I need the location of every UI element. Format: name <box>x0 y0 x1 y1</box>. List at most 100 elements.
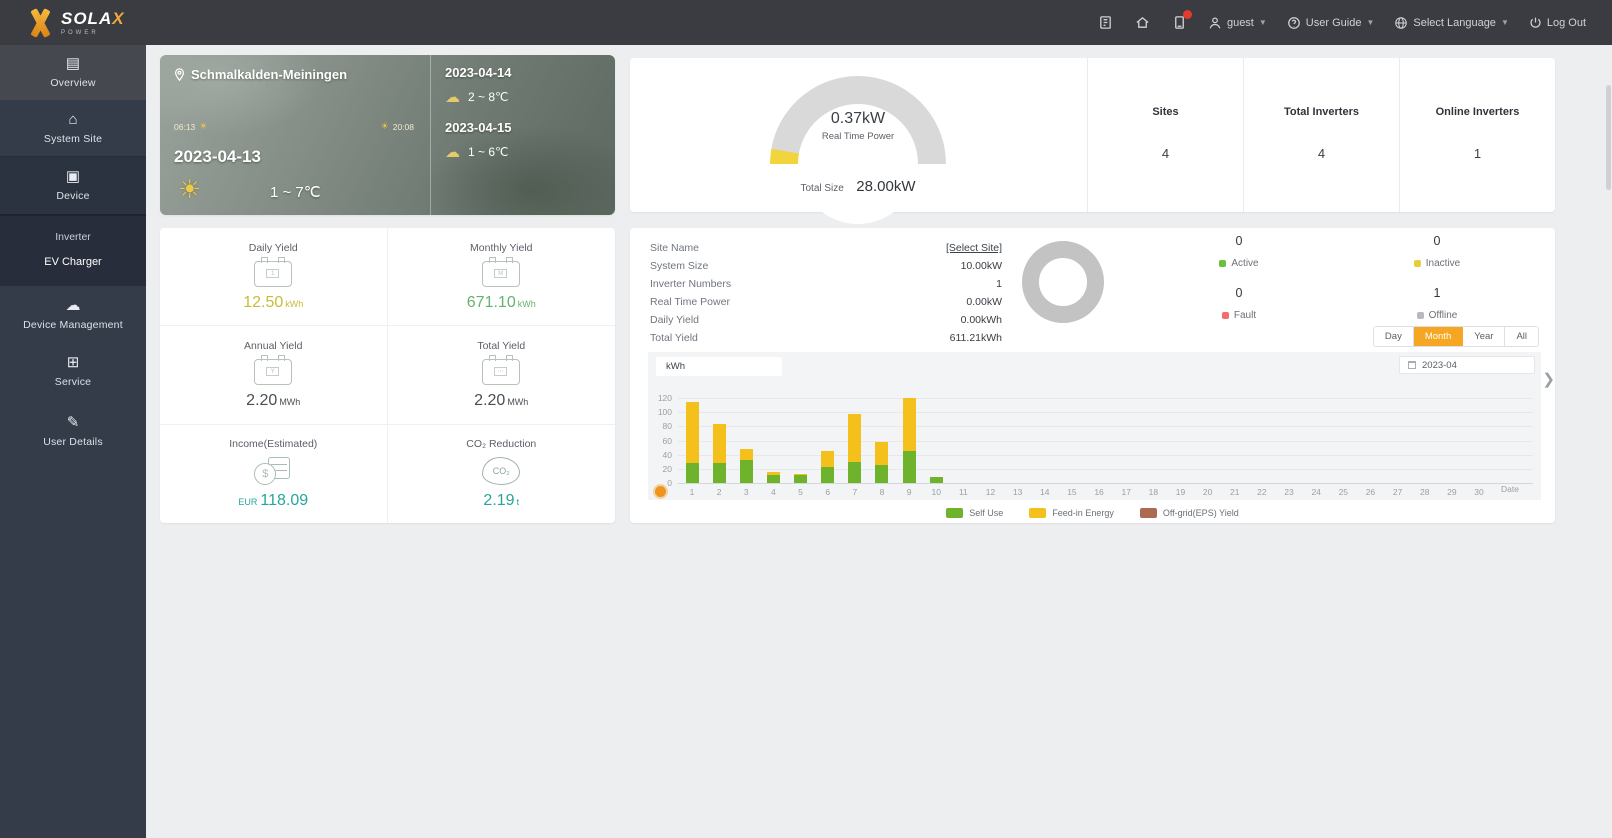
gridline <box>678 454 1533 456</box>
x-axis-tick: 1 <box>689 487 695 497</box>
tab-month[interactable]: Month <box>1413 327 1464 346</box>
sidebar-item-user-details[interactable]: ✎ User Details <box>43 413 103 448</box>
bar-segment <box>685 463 699 483</box>
x-axis-label: Date <box>1501 484 1519 494</box>
y-axis-tick: 120 <box>657 393 672 403</box>
brand-subtitle: POWER <box>61 29 99 36</box>
x-axis-tick: 9 <box>906 487 912 497</box>
submenu-item-inverter[interactable]: Inverter <box>55 230 91 243</box>
org-icon[interactable] <box>1097 14 1114 31</box>
gridline <box>678 468 1533 470</box>
bar-segment <box>712 463 726 483</box>
sidebar-item-device[interactable]: ▣ Device <box>0 156 146 216</box>
weather-location: Schmalkalden-Meiningen <box>191 67 348 82</box>
x-axis-tick: 24 <box>1311 487 1321 497</box>
legend-label: Off-grid(EPS) Yield <box>1162 508 1239 518</box>
brand-name: SOLAX <box>61 8 125 28</box>
user-menu[interactable]: guest ▼ <box>1208 16 1267 30</box>
x-axis-tick: 27 <box>1392 487 1403 497</box>
stat-sites: Sites 4 <box>1087 58 1243 212</box>
scrollbar-thumb[interactable] <box>1606 85 1611 190</box>
sidebar-item-system-site[interactable]: ⌂ System Site <box>43 110 103 145</box>
x-axis-tick: 18 <box>1148 487 1159 497</box>
stat-total-inverters: Total Inverters 4 <box>1243 58 1399 212</box>
y-axis-tick: 40 <box>662 449 672 460</box>
logout-label: Log Out <box>1546 16 1586 29</box>
legend-item[interactable]: Self Use <box>946 508 1003 518</box>
user-details-icon: ✎ <box>66 413 80 431</box>
x-axis-tick: 11 <box>958 487 968 497</box>
weather-today-date: 2023-04-13 <box>174 147 261 166</box>
total-size-value: 28.00kW <box>856 178 916 195</box>
tab-year[interactable]: Year <box>1463 327 1506 346</box>
bar-segment <box>712 423 726 464</box>
inactive-dot <box>1413 260 1421 267</box>
sidebar-item-overview[interactable]: ▤ Overview <box>0 45 146 100</box>
chevron-down-icon: ▼ <box>1500 18 1509 27</box>
home-icon[interactable] <box>1134 14 1151 31</box>
carousel-next-icon[interactable]: ❯ <box>1542 371 1555 388</box>
calendar-icon: M <box>482 256 521 287</box>
legend-item[interactable]: Feed-in Energy <box>1029 508 1114 518</box>
bar-segment <box>766 474 780 483</box>
status-grid: 0 Active 0 Inactive 0 Fault 1 Offline <box>1140 234 1536 324</box>
brand-logo: SOLAX POWER <box>26 7 125 38</box>
stat-online-inverters: Online Inverters 1 <box>1399 58 1555 212</box>
sunrise-icon: ☀ <box>199 121 208 131</box>
fault-dot <box>1221 312 1229 319</box>
site-overview-card: Site Name [Select Site] System Size 10.00k… <box>630 228 1555 523</box>
x-axis-tick: 8 <box>879 487 885 497</box>
bar-segment <box>794 475 808 483</box>
x-axis-tick: 4 <box>771 487 776 497</box>
legend-label: Feed-in Energy <box>1052 508 1114 518</box>
x-axis-tick: 16 <box>1094 487 1104 497</box>
notification-icon[interactable] <box>1171 10 1192 31</box>
x-axis-tick: 23 <box>1284 487 1294 497</box>
bar-segment <box>794 473 808 476</box>
x-axis-tick: 3 <box>743 487 749 497</box>
y-axis-tick: 60 <box>662 435 672 446</box>
y-axis-tick: 80 <box>662 421 672 432</box>
select-site-link[interactable]: [Select Site] <box>945 242 1002 254</box>
user-guide-menu[interactable]: User Guide ▼ <box>1287 16 1374 30</box>
sidebar-item-device-management[interactable]: ☁ Device Management <box>23 296 123 331</box>
legend-swatch <box>946 508 964 518</box>
co2-cloud-icon: CO₂ <box>482 456 521 485</box>
sidebar: ▤ Overview ⌂ System Site ▣ Device Invert… <box>0 45 146 838</box>
yield-bar-chart: kWh 2023-04 0 20 40 60 80 100 120 1 2 3 4 5 6 7 8 9 10 11… <box>648 352 1541 500</box>
x-axis-tick: 22 <box>1257 487 1267 497</box>
logout-button[interactable]: Log Out <box>1529 16 1586 29</box>
gridline <box>678 412 1533 414</box>
income-coins-icon: $ <box>254 456 292 485</box>
sunset-time: 20:08 <box>392 121 414 132</box>
bar-segment <box>821 451 835 468</box>
chart-legend: Self Use Feed-in Energy Off-grid(EPS) Yiel… <box>630 508 1555 518</box>
weather-today-icon: ☀ <box>178 174 202 204</box>
y-axis-tick: 100 <box>657 407 672 418</box>
submenu-item-ev-charger[interactable]: EV Charger <box>44 255 102 268</box>
bar-segment <box>902 398 916 452</box>
tab-day[interactable]: Day <box>1373 327 1414 346</box>
notification-badge <box>1182 10 1192 19</box>
tile-co2-reduction: CO₂ Reduction CO₂ 2.19 t <box>466 437 537 509</box>
calendar-icon: ⋯ <box>482 354 521 385</box>
language-menu[interactable]: Select Language ▼ <box>1394 16 1509 30</box>
status-inactive: 0 Inactive <box>1338 234 1536 272</box>
x-axis-tick: 21 <box>1230 487 1240 497</box>
bar-chart-plot: 0 20 40 60 80 100 120 1 2 3 4 5 6 7 8 9 10 11 12 13 14 15 16 17… <box>648 352 1541 500</box>
tab-all[interactable]: All <box>1505 327 1538 346</box>
chevron-down-icon: ▼ <box>1258 18 1267 27</box>
bar-segment <box>902 451 916 483</box>
date-picker[interactable]: 2023-04 <box>1399 356 1535 374</box>
y-axis-tick: 0 <box>667 478 672 488</box>
legend-item[interactable]: Off-grid(EPS) Yield <box>1139 508 1239 518</box>
unit-select[interactable]: kWh <box>656 357 782 376</box>
forecast-day-2: 2023-04-15 ☁ 1 ~ 6℃ <box>445 120 512 161</box>
device-submenu: Inverter EV Charger <box>0 216 146 286</box>
x-axis-tick: 28 <box>1419 487 1430 497</box>
weather-card: Schmalkalden-Meiningen 06:13 ☀ ☀ 20:08 202… <box>160 55 615 215</box>
x-axis-tick: 5 <box>798 487 803 497</box>
chart-indicator-icon[interactable] <box>655 486 666 497</box>
scrollbar[interactable] <box>1606 85 1611 345</box>
sidebar-item-service[interactable]: ⊞ Service <box>54 353 92 388</box>
